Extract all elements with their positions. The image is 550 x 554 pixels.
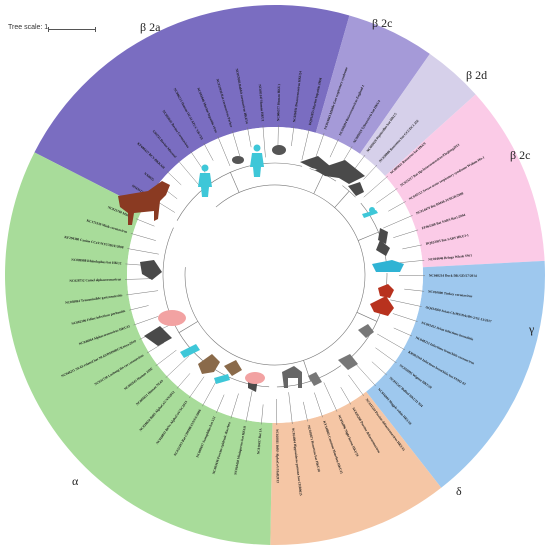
clade-label-beta-2d: β 2d [466,68,487,83]
clade-label-beta-2c-2: β 2c [510,148,530,163]
taxon-label: NC028811 BtRf-AlphaCoV/HuB2013 [275,429,280,483]
taxon-label: NC006577 Human HKU1 [276,84,281,121]
clade-label-beta-2a: β 2a [140,20,160,35]
inner-disk [127,127,423,423]
clade-label-alpha: α [72,474,78,489]
clade-label-delta: δ [456,484,462,499]
tree-scale-bar [48,29,96,30]
clade-label-gamma: γ [529,322,534,337]
taxon-label: NC048214 Duck DK/GD/27/2014 [429,274,477,278]
tree-scale-label: Tree scale: 1 [8,24,48,31]
clade-label-beta-2c-1: β 2c [372,16,392,31]
